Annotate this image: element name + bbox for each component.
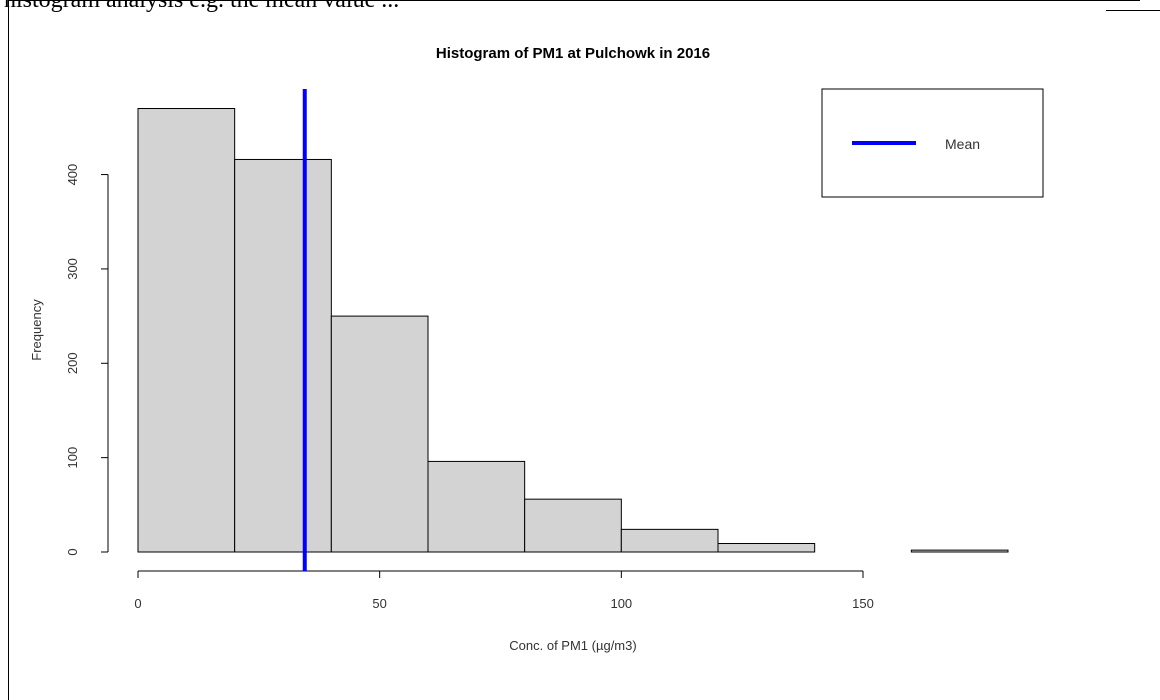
y-axis-label: Frequency bbox=[29, 299, 44, 361]
histogram-bar-60-80 bbox=[427, 460, 526, 553]
figure-frame bbox=[8, 0, 1140, 700]
x-axis: 0 50 100 150 bbox=[134, 570, 874, 611]
histogram-bar-0-20 bbox=[137, 108, 236, 553]
x-tick-label-0: 0 bbox=[134, 596, 141, 611]
x-axis-label: Conc. of PM1 (µg/m3) bbox=[509, 638, 636, 653]
legend-mean-label: Mean bbox=[945, 136, 980, 152]
histogram-bar-100-120 bbox=[620, 528, 719, 553]
chart-title: Histogram of PM1 at Pulchowk in 2016 bbox=[436, 45, 710, 62]
y-tick-label-100: 100 bbox=[65, 447, 80, 469]
top-right-rule bbox=[1106, 10, 1160, 11]
legend: Mean bbox=[821, 88, 1044, 198]
y-tick-label-0: 0 bbox=[65, 548, 80, 555]
y-axis: 0 100 200 300 400 bbox=[65, 164, 109, 556]
histogram-bar-40-60 bbox=[330, 315, 429, 553]
histogram-bars bbox=[137, 108, 1009, 553]
histogram-bar-120-140 bbox=[717, 543, 816, 553]
x-tick-label-150: 150 bbox=[852, 596, 874, 611]
y-tick-label-300: 300 bbox=[65, 258, 80, 280]
histogram-bar-20-40 bbox=[234, 158, 332, 553]
cut-off-document-text: histogram analysis e.g. the mean value .… bbox=[4, 0, 400, 13]
y-tick-label-400: 400 bbox=[65, 164, 80, 186]
histogram-bar-80-100 bbox=[524, 498, 622, 553]
x-tick-label-50: 50 bbox=[372, 596, 386, 611]
y-tick-label-200: 200 bbox=[65, 352, 80, 374]
histogram-bar-160-180 bbox=[910, 549, 1009, 553]
page-top-strip: histogram analysis e.g. the mean value .… bbox=[0, 0, 1160, 22]
x-tick-label-100: 100 bbox=[610, 596, 632, 611]
